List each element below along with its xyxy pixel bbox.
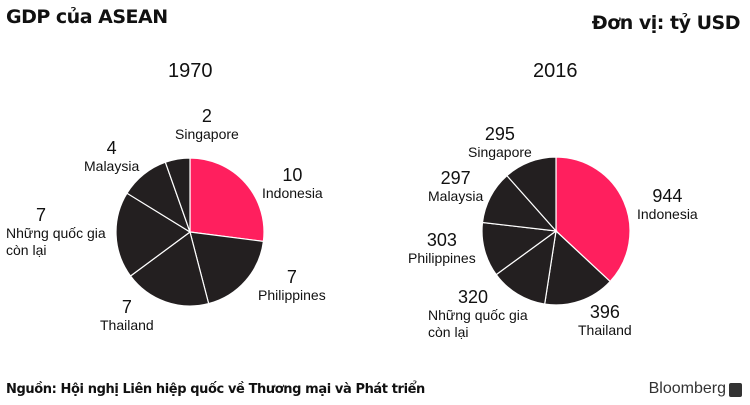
label-1970-philippines: 7 Philippines xyxy=(258,267,326,303)
label-2016-philippines: 303 Philippines xyxy=(408,230,476,266)
pie-slice-1970-những-quốc-gia-còn-lại xyxy=(115,192,192,277)
pie-1970-title: 1970 xyxy=(168,60,213,82)
brand-logo: Bloomberg xyxy=(648,380,726,397)
pie-slice-1970-philippines xyxy=(189,231,265,305)
label-1970-indonesia: 10 Indonesia xyxy=(262,165,323,201)
chart-title: GDP của ASEAN xyxy=(6,6,168,28)
label-2016-others: 320 Những quốc gia còn lại xyxy=(428,287,528,340)
pie-slice-2016-những-quốc-gia-còn-lại xyxy=(495,229,557,305)
bloomberg-logo-icon xyxy=(729,383,742,397)
label-1970-thailand: 7 Thailand xyxy=(100,297,154,333)
pie-2016-title: 2016 xyxy=(533,60,578,82)
source-note: Nguồn: Hội nghị Liên hiệp quốc về Thương… xyxy=(6,382,425,397)
label-1970-singapore: 2 Singapore xyxy=(175,106,239,142)
label-1970-malaysia: 4 Malaysia xyxy=(84,138,140,174)
pie-slice-2016-indonesia xyxy=(555,156,631,283)
pie-slice-2016-thailand xyxy=(543,229,611,306)
label-1970-others: 7 Những quốc gia còn lại xyxy=(6,205,106,258)
pie-slice-2016-singapore xyxy=(506,156,557,233)
pie-slice-1970-singapore xyxy=(164,157,191,233)
label-2016-indonesia: 944 Indonesia xyxy=(637,186,698,222)
pie-slice-1970-indonesia xyxy=(189,157,265,243)
label-2016-malaysia: 297 Malaysia xyxy=(428,168,484,204)
unit-label: Đơn vị: tỷ USD xyxy=(591,12,741,34)
label-2016-thailand: 396 Thailand xyxy=(578,302,632,338)
label-2016-singapore: 295 Singapore xyxy=(468,124,532,160)
pie-slice-1970-thailand xyxy=(129,230,210,307)
